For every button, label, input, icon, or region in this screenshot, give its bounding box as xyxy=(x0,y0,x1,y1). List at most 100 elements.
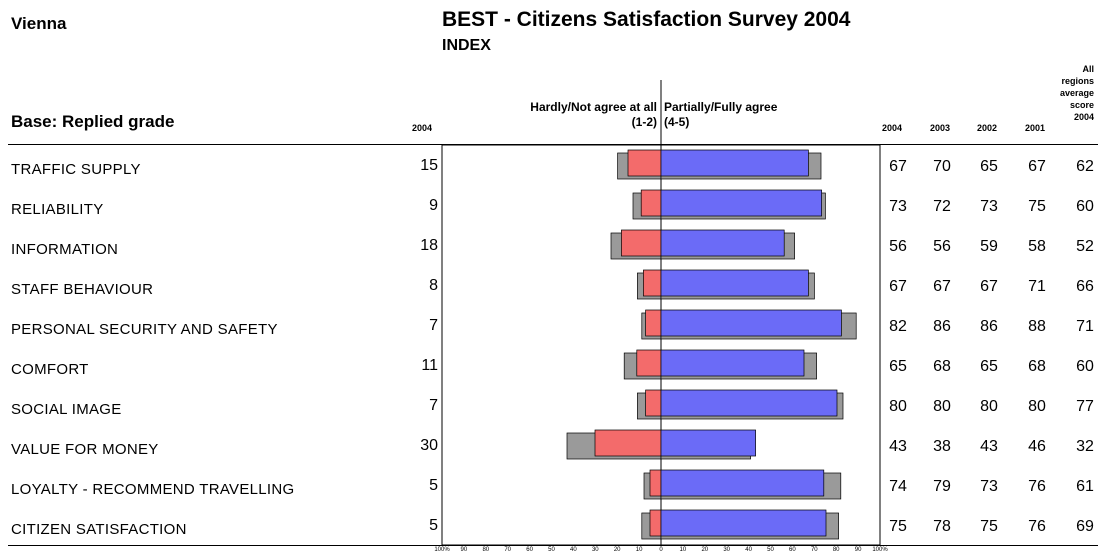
negative-value-label: 7 xyxy=(429,317,438,334)
table-cell: 78 xyxy=(933,518,951,535)
table-cell: 76 xyxy=(1028,478,1046,495)
negative-value-label: 18 xyxy=(420,237,438,254)
x-tick-label: 50 xyxy=(767,547,774,553)
table-cell: 68 xyxy=(933,358,951,375)
x-tick-label: 40 xyxy=(745,547,752,553)
negative-value-label: 8 xyxy=(429,277,438,294)
x-tick-label: 80 xyxy=(482,547,489,553)
table-cell: 72 xyxy=(933,198,951,215)
bar-positive xyxy=(660,349,805,377)
x-tick-label: 50 xyxy=(548,547,555,553)
x-tick-label: 90 xyxy=(461,547,468,553)
x-tick-label: 0 xyxy=(659,547,663,553)
table-cell: 86 xyxy=(933,318,951,335)
x-tick-label: 60 xyxy=(526,547,533,553)
x-tick-label: 20 xyxy=(614,547,621,553)
negative-value-label: 9 xyxy=(429,197,438,214)
x-tick-label: 30 xyxy=(723,547,730,553)
bar-positive xyxy=(660,189,822,217)
bar-negative xyxy=(636,349,662,377)
table-cell: 32 xyxy=(1076,438,1094,455)
year-header-2002: 2002 xyxy=(977,123,998,133)
negative-value-label: 5 xyxy=(429,477,438,494)
x-tick-label: 70 xyxy=(811,547,818,553)
table-cell: 67 xyxy=(889,158,907,175)
negative-legend-label: Hardly/Not agree at all (1-2) xyxy=(530,100,657,129)
table-cell: 80 xyxy=(933,398,951,415)
year-header-2001: 2001 xyxy=(1025,123,1046,133)
table-cell: 73 xyxy=(980,478,998,495)
table-cell: 70 xyxy=(933,158,951,175)
bar-negative xyxy=(640,189,662,217)
table-cell: 80 xyxy=(980,398,998,415)
category-label: PERSONAL SECURITY AND SAFETY xyxy=(11,321,278,338)
category-label: STAFF BEHAVIOUR xyxy=(11,281,154,298)
category-label: TRAFFIC SUPPLY xyxy=(11,161,141,178)
table-cell: 67 xyxy=(889,278,907,295)
category-label: VALUE FOR MONEY xyxy=(11,441,159,458)
table-cell: 58 xyxy=(1028,238,1046,255)
table-cell: 65 xyxy=(980,358,998,375)
table-cell: 56 xyxy=(889,238,907,255)
year-header-2003: 2003 xyxy=(930,123,951,133)
table-cell: 46 xyxy=(1028,438,1046,455)
negative-value-label: 11 xyxy=(421,357,438,374)
table-cell: 43 xyxy=(889,438,907,455)
table-cell: 67 xyxy=(933,278,951,295)
table-cell: 67 xyxy=(980,278,998,295)
table-cell: 60 xyxy=(1076,198,1094,215)
bar-positive xyxy=(660,269,809,297)
table-cell: 80 xyxy=(1028,398,1046,415)
category-label: LOYALTY - RECOMMEND TRAVELLING xyxy=(11,481,295,498)
positive-legend-label: Partially/Fully agree (4-5) xyxy=(664,100,778,129)
bar-negative xyxy=(645,309,662,337)
table-cell: 60 xyxy=(1076,358,1094,375)
category-label: COMFORT xyxy=(11,361,89,378)
category-label: CITIZEN SATISFACTION xyxy=(11,521,187,538)
base-label: Base: Replied grade xyxy=(11,112,175,131)
bar-positive xyxy=(660,389,838,417)
bar-negative xyxy=(649,469,662,497)
x-tick-label: 90 xyxy=(855,547,862,553)
table-cell: 88 xyxy=(1028,318,1046,335)
bar-positive xyxy=(660,429,756,457)
x-tick-label: 70 xyxy=(504,547,511,553)
negative-value-label: 15 xyxy=(420,157,438,174)
bar-negative xyxy=(621,229,662,257)
negative-value-label: 5 xyxy=(429,517,438,534)
table-cell: 61 xyxy=(1076,478,1094,495)
table-cell: 62 xyxy=(1076,158,1094,175)
all-regions-header: All regions average score 2004 xyxy=(1059,64,1094,122)
negative-value-label: 30 xyxy=(420,437,438,454)
table-cell: 69 xyxy=(1076,518,1094,535)
table-cell: 82 xyxy=(889,318,907,335)
x-tick-label: 80 xyxy=(833,547,840,553)
city-label: Vienna xyxy=(11,14,67,33)
table-cell: 75 xyxy=(1028,198,1046,215)
x-tick-label: 100% xyxy=(434,547,450,553)
negative-value-label: 7 xyxy=(429,397,438,414)
x-tick-label: 40 xyxy=(570,547,577,553)
table-cell: 65 xyxy=(889,358,907,375)
table-cell: 74 xyxy=(889,478,907,495)
table-cell: 66 xyxy=(1076,278,1094,295)
bar-positive xyxy=(660,509,827,537)
table-cell: 86 xyxy=(980,318,998,335)
x-tick-label: 10 xyxy=(636,547,643,553)
table-cell: 56 xyxy=(933,238,951,255)
table-cell: 73 xyxy=(889,198,907,215)
category-label: SOCIAL IMAGE xyxy=(11,401,122,418)
bar-negative xyxy=(645,389,662,417)
bar-negative xyxy=(649,509,662,537)
table-cell: 68 xyxy=(1028,358,1046,375)
table-cell: 67 xyxy=(1028,158,1046,175)
bar-positive xyxy=(660,149,809,177)
table-cell: 52 xyxy=(1076,238,1094,255)
table-cell: 43 xyxy=(980,438,998,455)
x-tick-label: 100% xyxy=(872,547,888,553)
chart-subtitle: INDEX xyxy=(442,37,491,54)
chart-title: BEST - Citizens Satisfaction Survey 2004 xyxy=(442,8,851,31)
table-cell: 65 xyxy=(980,158,998,175)
bar-negative xyxy=(643,269,662,297)
